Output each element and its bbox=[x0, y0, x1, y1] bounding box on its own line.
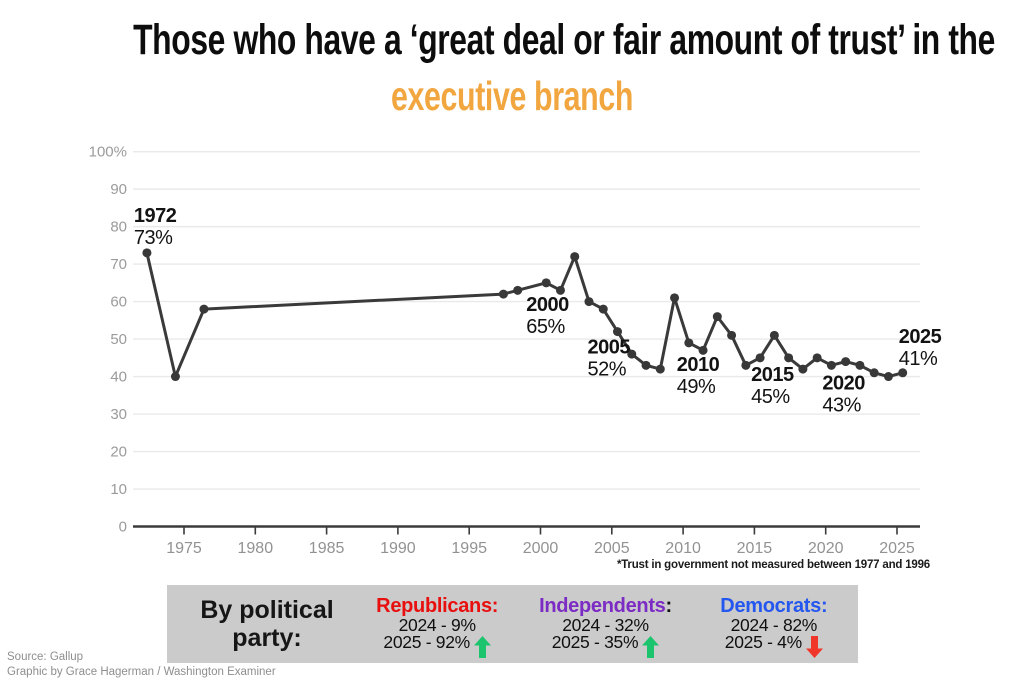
party-value-2024: 2024 - 82% bbox=[730, 614, 818, 635]
data-point bbox=[670, 293, 680, 303]
annotation-year: 2025 bbox=[899, 326, 942, 348]
y-axis-tick-label: 10 bbox=[110, 481, 127, 498]
data-point bbox=[712, 312, 722, 322]
data-point bbox=[598, 304, 608, 314]
data-point bbox=[570, 252, 580, 262]
party-panel: By political party: Republicans: 2024 - 9… bbox=[167, 585, 858, 663]
party-value-2024: 2024 - 9% bbox=[398, 614, 476, 635]
data-point bbox=[655, 364, 665, 374]
y-axis-tick-label: 40 bbox=[110, 369, 127, 386]
y-axis-tick-label: 70 bbox=[110, 256, 127, 273]
data-point bbox=[883, 372, 893, 382]
annotation-year: 2020 bbox=[822, 372, 865, 394]
party-label: Independents: bbox=[539, 594, 672, 617]
y-axis-tick-label: 60 bbox=[110, 294, 127, 311]
x-axis-tick-label: 2025 bbox=[879, 540, 915, 557]
data-point bbox=[798, 364, 808, 374]
annotation-value: 45% bbox=[751, 386, 790, 408]
data-point bbox=[555, 285, 565, 295]
party-value-2025-row: 2025 - 92% bbox=[383, 631, 491, 658]
data-point bbox=[142, 248, 152, 258]
x-axis-tick-label: 2005 bbox=[594, 540, 630, 557]
party-column-republicans: Republicans: 2024 - 9% 2025 - 92% bbox=[353, 593, 521, 658]
x-axis-tick-label: 1975 bbox=[166, 540, 202, 557]
annotation-value: 73% bbox=[134, 227, 173, 249]
x-axis-tick-label: 1980 bbox=[238, 540, 274, 557]
x-axis-tick-label: 1985 bbox=[309, 540, 345, 557]
data-point bbox=[584, 297, 594, 307]
panel-heading: By political party: bbox=[200, 596, 334, 652]
credit-line: Graphic by Grace Hagerman / Washington E… bbox=[7, 666, 276, 678]
data-point bbox=[684, 338, 694, 348]
data-point bbox=[541, 278, 551, 288]
party-label: Republicans: bbox=[376, 594, 499, 617]
data-point bbox=[627, 349, 637, 359]
trend-up-icon bbox=[473, 635, 491, 658]
trend-up-icon bbox=[642, 635, 660, 658]
data-point bbox=[641, 360, 651, 370]
data-point bbox=[199, 304, 209, 314]
chart-footnote: *Trust in government not measured betwee… bbox=[616, 559, 930, 571]
data-point bbox=[826, 360, 836, 370]
data-point bbox=[755, 353, 765, 363]
y-axis-tick-label: 80 bbox=[110, 219, 127, 236]
annotation-year: 2015 bbox=[751, 364, 794, 386]
data-point bbox=[841, 357, 851, 367]
source-credit: Source: Gallup Graphic by Grace Hagerman… bbox=[7, 650, 276, 680]
x-axis-tick-label: 2000 bbox=[523, 540, 559, 557]
data-point bbox=[741, 360, 751, 370]
x-axis-tick-label: 2020 bbox=[808, 540, 844, 557]
annotation-year: 2005 bbox=[588, 337, 631, 359]
annotation-value: 52% bbox=[588, 359, 627, 381]
data-point bbox=[812, 353, 822, 363]
party-column-democrats: Democrats: 2024 - 82% 2025 - 4% bbox=[690, 593, 858, 658]
y-axis-tick-label: 50 bbox=[110, 331, 127, 348]
data-point bbox=[769, 330, 779, 340]
annotation-value: 43% bbox=[822, 394, 861, 416]
y-axis-tick-label: 0 bbox=[119, 519, 127, 536]
data-point bbox=[784, 353, 794, 363]
data-point bbox=[855, 360, 865, 370]
party-value-2025: 2025 - 92% bbox=[383, 631, 470, 652]
annotation-value: 49% bbox=[677, 376, 716, 398]
x-axis-tick-label: 2010 bbox=[665, 540, 701, 557]
party-column-independents: Independents: 2024 - 32% 2025 - 35% bbox=[521, 593, 689, 658]
x-axis-tick-label: 1995 bbox=[451, 540, 487, 557]
data-point bbox=[498, 289, 508, 299]
source-line: Source: Gallup bbox=[7, 651, 84, 663]
y-axis-tick-label: 30 bbox=[110, 406, 127, 423]
y-axis-tick-label: 90 bbox=[110, 181, 127, 198]
data-point bbox=[727, 330, 737, 340]
chart-title-line1: Those who have a ‘great deal or fair amo… bbox=[133, 16, 995, 64]
data-point bbox=[698, 345, 708, 355]
annotation-value: 41% bbox=[899, 348, 938, 370]
y-axis-tick-label: 20 bbox=[110, 444, 127, 461]
data-point bbox=[613, 327, 623, 337]
data-point bbox=[170, 372, 180, 382]
trend-down-icon bbox=[805, 635, 823, 658]
x-axis-tick-label: 1990 bbox=[380, 540, 416, 557]
party-value-2025: 2025 - 4% bbox=[724, 631, 802, 652]
annotation-year: 2000 bbox=[526, 294, 569, 316]
annotation-year: 1972 bbox=[134, 205, 177, 227]
chart-title-line2: executive branch bbox=[391, 73, 633, 119]
data-point bbox=[513, 285, 523, 295]
party-value-2025: 2025 - 35% bbox=[551, 631, 639, 652]
party-label: Democrats: bbox=[720, 594, 828, 617]
party-value-2025-row: 2025 - 4% bbox=[724, 631, 823, 658]
annotation-year: 2010 bbox=[677, 354, 720, 376]
party-value-2024: 2024 - 32% bbox=[562, 614, 649, 635]
x-axis-tick-label: 2015 bbox=[737, 540, 773, 557]
y-axis-tick-label: 100% bbox=[89, 144, 127, 161]
party-value-2025-row: 2025 - 35% bbox=[551, 631, 660, 658]
data-point bbox=[869, 368, 879, 378]
annotation-value: 65% bbox=[526, 316, 565, 338]
data-point bbox=[898, 368, 908, 378]
